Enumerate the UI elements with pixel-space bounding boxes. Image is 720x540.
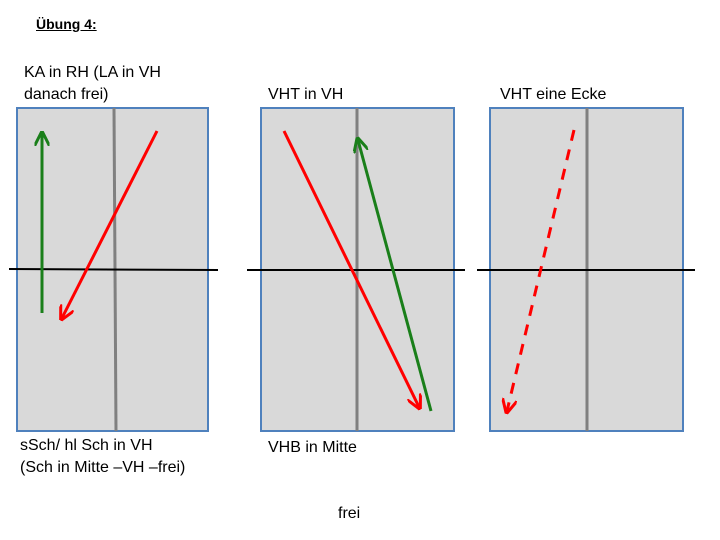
court-1-top-label-line-2: danach frei) — [24, 86, 109, 103]
court-2-green-arrow — [358, 140, 433, 412]
court-1-bottom-label-line-1: sSch/ hl Sch in VH — [20, 437, 153, 454]
court-3-top-label: VHT eine Ecke — [500, 86, 607, 103]
court-2-bottom-label: VHB in Mitte — [268, 439, 357, 456]
court-1-red-arrow — [62, 130, 159, 318]
court-3 — [477, 107, 695, 432]
court-1-top-label-line-1: KA in RH (LA in VH — [24, 64, 161, 81]
exercise-title: Übung 4: — [36, 16, 97, 32]
court-1-net — [8, 268, 219, 271]
court-1-top-label: KA in RH (LA in VH danach frei) — [24, 62, 161, 106]
court-1-bottom-label: sSch/ hl Sch in VH (Sch in Mitte –VH –fr… — [20, 435, 185, 479]
court-2 — [247, 107, 465, 432]
court-1 — [8, 107, 219, 432]
court-1-bottom-label-line-2: (Sch in Mitte –VH –frei) — [20, 459, 186, 476]
court-3-bottom-label: frei — [338, 505, 361, 522]
court-3-red-dashed-arrow — [507, 129, 576, 411]
court-2-top-label: VHT in VH — [268, 86, 344, 103]
court-2-red-arrow — [282, 130, 419, 407]
